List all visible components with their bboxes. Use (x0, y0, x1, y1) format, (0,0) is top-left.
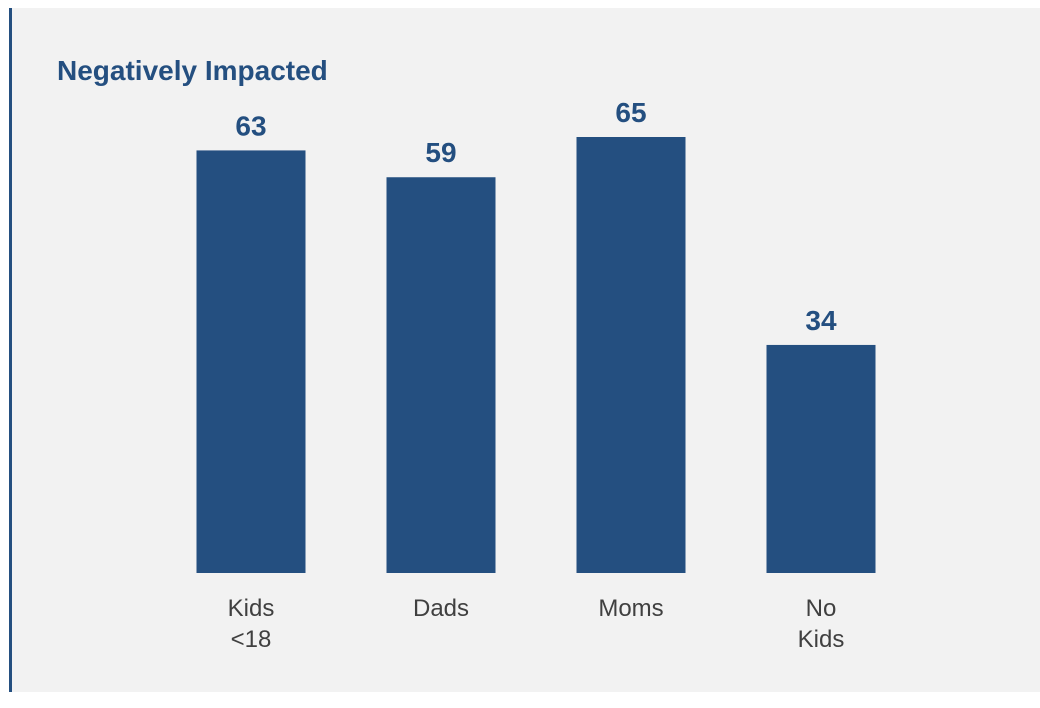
chart-title: Negatively Impacted (57, 55, 328, 86)
category-label: Dads (413, 595, 469, 622)
data-label: 59 (425, 137, 456, 168)
category-label: Moms (598, 595, 663, 622)
bar (196, 150, 306, 573)
data-label: 34 (805, 305, 837, 336)
bar (386, 177, 496, 573)
data-label: 63 (235, 110, 266, 141)
category-label: No Kids (798, 595, 845, 653)
data-label: 65 (615, 97, 646, 128)
bar (576, 137, 686, 573)
bar (766, 344, 876, 573)
category-label: Kids <18 (228, 595, 275, 653)
